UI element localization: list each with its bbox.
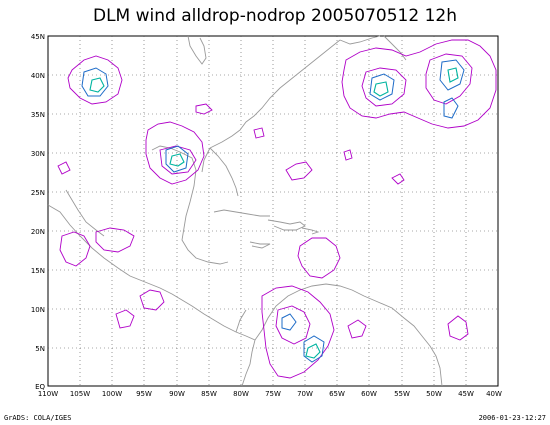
lon-label-85w: 85W (201, 390, 217, 398)
map-title: DLM wind alldrop-nodrop 2005070512 12h (93, 6, 457, 26)
lat-label-eq: EQ (35, 383, 45, 391)
graticule (48, 36, 498, 386)
lon-label-50w: 50W (426, 390, 442, 398)
lon-label-95w: 95W (136, 390, 152, 398)
lat-label-25n: 25N (31, 189, 45, 197)
latitude-labels: 45N 40N 35N 30N 25N 20N 15N 10N 5N EQ (31, 33, 46, 391)
lat-label-20n: 20N (31, 228, 45, 236)
lon-label-110w: 110W (38, 390, 58, 398)
lat-label-15n: 15N (31, 267, 45, 275)
longitude-labels: 110W 105W 100W 95W 90W 85W 80W 75W 70W 6… (38, 390, 502, 398)
lon-label-70w: 70W (297, 390, 313, 398)
contours-inner (89, 67, 459, 359)
lon-label-65w: 65W (329, 390, 345, 398)
lon-label-90w: 90W (169, 390, 185, 398)
lon-label-55w: 55W (394, 390, 410, 398)
lon-label-100w: 100W (102, 390, 122, 398)
lon-label-60w: 60W (361, 390, 377, 398)
contours-middle (81, 59, 465, 363)
lon-label-75w: 75W (265, 390, 281, 398)
lat-label-45n: 45N (31, 33, 45, 41)
lat-label-35n: 35N (31, 111, 45, 119)
coastlines (47, 35, 443, 387)
contours-outer (57, 39, 497, 379)
lon-label-80w: 80W (233, 390, 249, 398)
lon-label-105w: 105W (70, 390, 90, 398)
lat-label-40n: 40N (31, 72, 45, 80)
lat-label-5n: 5N (35, 345, 45, 353)
lon-label-45w: 45W (458, 390, 474, 398)
render-timestamp: 2006-01-23-12:27 (478, 414, 546, 422)
lon-label-40w: 40W (486, 390, 502, 398)
lat-label-10n: 10N (31, 306, 45, 314)
lat-label-30n: 30N (31, 150, 45, 158)
grads-credit: GrADS: COLA/IGES (4, 414, 72, 422)
